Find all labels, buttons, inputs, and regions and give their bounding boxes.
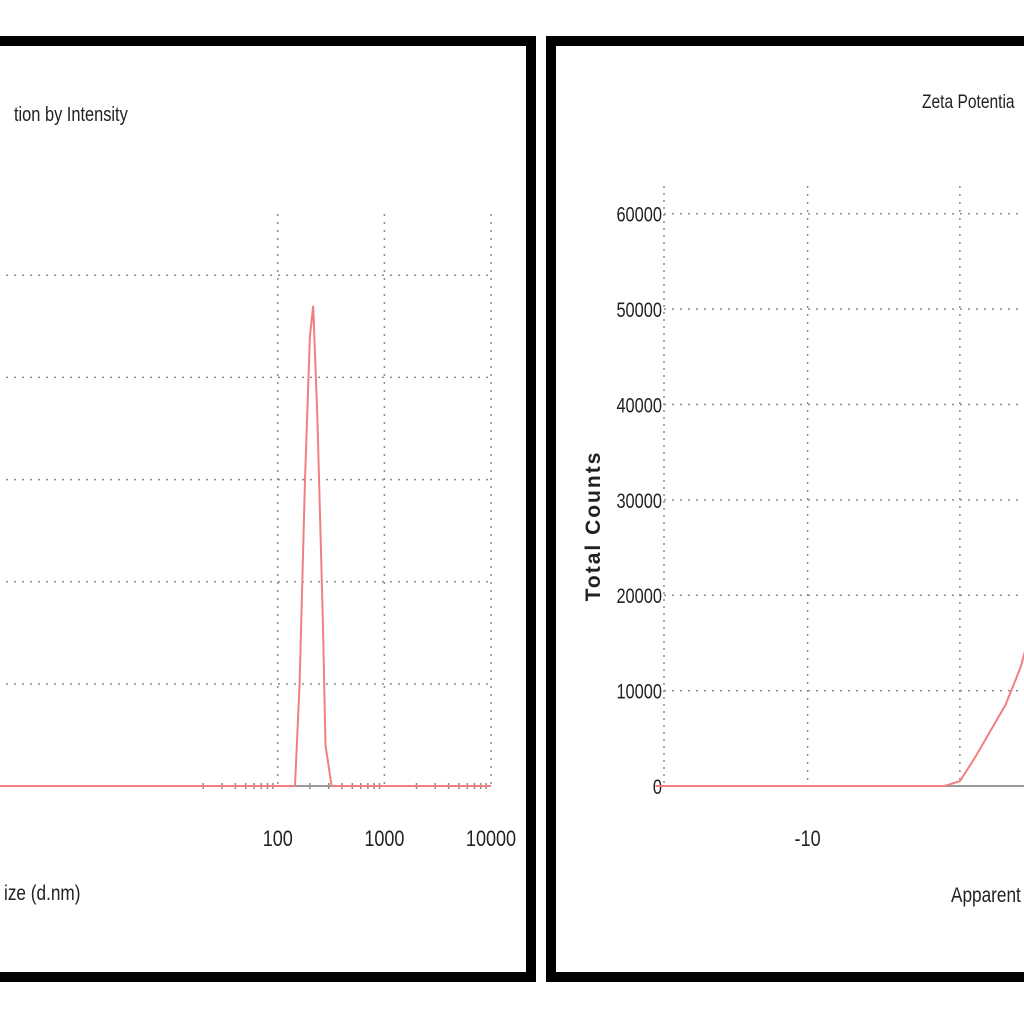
y-tick-label: 10000	[616, 680, 662, 703]
size-distribution-chart: tion by Intensity 100 1000 10000 ize (d.nm)	[0, 102, 516, 906]
x-axis-label: Apparent	[951, 885, 1021, 908]
y-tick-label: 50000	[616, 298, 662, 321]
chart-title: Zeta Potentia	[922, 91, 1015, 113]
chart-title: tion by Intensity	[14, 102, 129, 125]
y-axis-label: Total Counts	[582, 451, 605, 602]
x-tick-label: 100	[263, 827, 293, 851]
x-axis-label: ize (d.nm)	[4, 883, 80, 906]
y-tick-label: 30000	[616, 489, 662, 512]
intensity-series-line	[0, 305, 491, 787]
y-tick-label: 40000	[616, 394, 662, 417]
y-tick-label: 60000	[616, 203, 662, 226]
y-tick-label: 20000	[616, 584, 662, 607]
zeta-potential-chart: Zeta Potentia010000200003000040000500006…	[582, 91, 1024, 908]
x-tick-label: 10000	[466, 827, 516, 851]
zeta-series-line	[655, 650, 1024, 787]
size-distribution-panel: tion by Intensity 100 1000 10000 ize (d.nm)	[0, 36, 536, 982]
zeta-potential-panel: Zeta Potentia 0 10000 20000 30000 40000 50000 6…	[546, 36, 1024, 982]
x-tick-label: -10	[795, 827, 821, 851]
x-tick-label: 1000	[364, 827, 404, 851]
